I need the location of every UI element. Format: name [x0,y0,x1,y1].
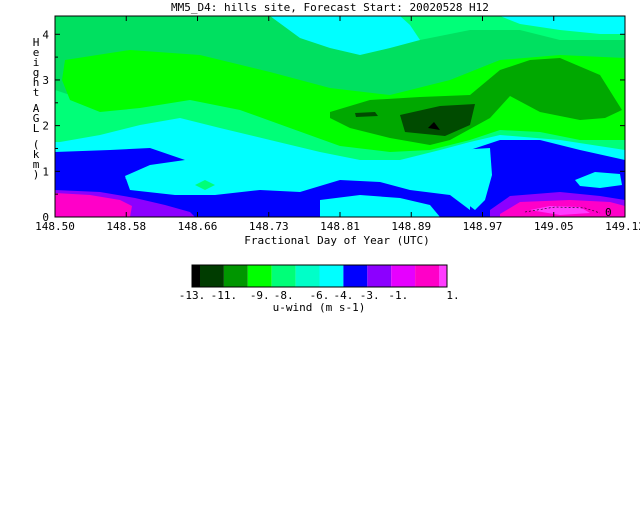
colorbar-label: u-wind (m s-1) [273,301,366,314]
y-axis-label-char: i [33,56,40,69]
y-axis-label-char: A [33,102,40,115]
y-tick-label: 4 [42,28,49,41]
contour-line [524,206,601,214]
colorbar-swatch [343,265,368,287]
contour-cyan-top-right [500,16,625,34]
colorbar-swatch [367,265,392,287]
y-axis-label-char: ) [33,168,40,181]
colorbar-tick-labels: -13. -11. -9. -8. -6. -4. -3. -1. 1. [179,289,460,302]
colorbar-tick-label: -8. [274,289,294,302]
y-axis-label-char: m [33,158,40,171]
colorbar-swatch [223,265,248,287]
chart-title: MM5_D4: hills site, Forecast Start: 2002… [171,1,489,14]
y-axis-label-char: H [33,36,40,49]
colorbar-tick-label: -9. [250,289,270,302]
y-axis-label-char: h [33,76,40,89]
colorbar-tick-label: -1. [388,289,408,302]
contour-cyan-hole-under [320,195,440,217]
contour-verydarkgreen-small [355,112,378,117]
y-tick-label: 3 [42,74,49,87]
colorbar-tick-label: -4. [333,289,353,302]
plot-area: 0 [54,15,626,219]
colorbar-swatch [391,265,416,287]
y-axis: 0 1 2 3 4 [42,28,625,224]
y-axis-label-char: L [33,122,40,135]
colorbar-tick-label: -11. [211,289,238,302]
x-tick-label: 149.12 [605,220,640,233]
colorbar-tick-label: 1. [446,289,459,302]
x-tick-label: 148.50 [35,220,75,233]
colorbar-tick-label: -6. [310,289,330,302]
colorbar-tick-label: -13. [179,289,206,302]
x-tick-label: 148.81 [320,220,360,233]
y-tick-label: 0 [42,211,49,224]
colorbar-tick-label: -3. [360,289,380,302]
y-axis-label-char: ( [33,138,40,151]
y-axis-label-char: g [33,66,40,79]
y-axis-label-char: G [33,112,40,125]
contour-springgreen-blob [195,180,215,190]
colorbar-swatch [439,265,447,287]
contour-cyan-hole-right [458,148,492,210]
colorbar-frame [191,264,448,288]
x-tick-label: 149.05 [534,220,574,233]
colorbar-swatch [295,265,320,287]
contour-magenta [55,193,132,217]
contour-cyan-hole [125,165,330,190]
contour-cyan-hole-small [575,172,622,188]
y-tick-label: 1 [42,165,49,178]
contour-black [428,122,440,130]
contour-cyan-top [55,16,420,55]
colorbar-swatch [200,265,224,287]
y-axis-label-char: t [33,86,40,99]
contour-green [62,50,625,152]
contour-pink [530,206,590,215]
y-axis-label-char: e [33,46,40,59]
x-axis: 148.50 148.58 148.66 148.73 148.81 148.89 148.… [35,16,640,233]
colorbar-swatch [247,265,272,287]
x-tick-label: 148.89 [391,220,431,233]
colorbar-swatch [415,265,439,287]
colorbar [191,264,448,288]
y-axis-label-char: k [33,148,40,161]
colorbar-swatch [319,265,344,287]
contour-annotation: 0 [605,206,612,219]
colorbar-swatch [271,265,296,287]
x-tick-label: 148.97 [463,220,503,233]
x-tick-label: 148.66 [178,220,218,233]
x-tick-label: 148.73 [249,220,289,233]
y-tick-label: 2 [42,120,49,133]
x-tick-label: 148.58 [106,220,146,233]
contour-verydarkgreen [400,104,475,136]
x-axis-label: Fractional Day of Year (UTC) [244,234,429,247]
colorbar-swatch [192,265,200,287]
